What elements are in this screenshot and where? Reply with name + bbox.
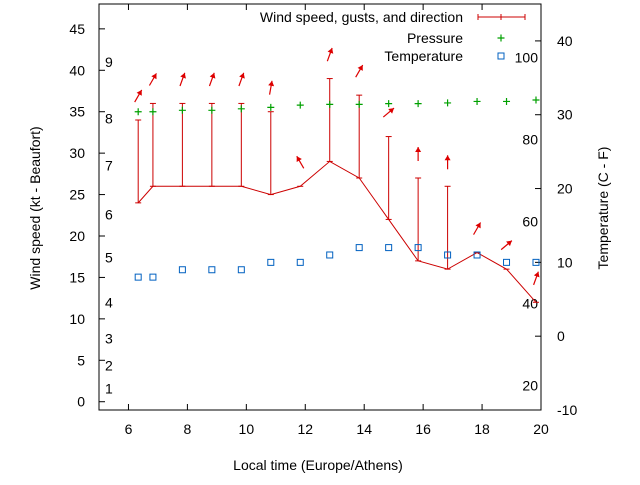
- pressure-point: [208, 106, 216, 114]
- legend-label-wind: Wind speed, gusts, and direction: [260, 9, 463, 25]
- wind-direction-arrow-head: [388, 108, 395, 114]
- x-axis-label: Local time (Europe/Athens): [233, 457, 403, 473]
- wind-direction-arrow-head: [239, 72, 245, 79]
- y2-tick-label: 0: [557, 328, 565, 344]
- pressure-point: [178, 106, 186, 114]
- wind-direction-arrow-head: [209, 72, 216, 79]
- pressure-point: [473, 97, 481, 105]
- wind-direction-arrow-head: [180, 72, 186, 79]
- x-tick-label: 14: [356, 421, 372, 437]
- wind-direction-arrow-head: [136, 89, 142, 96]
- y2-tick-label: -10: [557, 402, 577, 418]
- wind-direction-arrow-head: [357, 65, 363, 71]
- wind-direction-arrow-head: [268, 80, 275, 87]
- wind-direction-arrow-head: [151, 73, 157, 80]
- fahrenheit-label: 60: [522, 213, 538, 229]
- y-tick-label: 15: [69, 269, 85, 285]
- pressure-point: [326, 100, 334, 108]
- fahrenheit-label: 20: [522, 377, 538, 393]
- temperature-point: [473, 251, 481, 259]
- wind-direction-arrow-head: [506, 240, 512, 247]
- pressure-point: [503, 97, 511, 105]
- plot-frame: [98, 3, 542, 411]
- y-tick-label: 20: [69, 228, 85, 244]
- y2-tick-label: 40: [557, 33, 573, 49]
- legend-label-pressure: Pressure: [407, 30, 463, 46]
- pressure-point: [355, 100, 363, 108]
- beaufort-label: 5: [105, 250, 113, 266]
- temperature-point: [208, 266, 216, 274]
- fahrenheit-label: 80: [522, 131, 538, 147]
- y2-tick-label: 10: [557, 254, 573, 270]
- temperature-point: [237, 266, 245, 274]
- x-tick-label: 10: [239, 421, 255, 437]
- pressure-point: [532, 96, 540, 104]
- beaufort-label: 8: [105, 110, 113, 126]
- y-tick-label: 10: [69, 311, 85, 327]
- pressure-point: [149, 108, 157, 116]
- beaufort-label: 1: [105, 380, 113, 396]
- temperature-point: [296, 258, 304, 266]
- pressure-point: [237, 105, 245, 113]
- legend-swatch-temperature: [497, 52, 505, 60]
- y2-tick-label: 20: [557, 181, 573, 197]
- temperature-point: [267, 258, 275, 266]
- wind-speed-line: [137, 160, 537, 303]
- temperature-point: [326, 251, 334, 259]
- pressure-point: [296, 101, 304, 109]
- x-tick-label: 18: [474, 421, 490, 437]
- fahrenheit-label: 100: [515, 49, 539, 65]
- legend-label-temperature: Temperature: [384, 48, 463, 64]
- beaufort-label: 7: [105, 158, 113, 174]
- temperature-point: [355, 244, 363, 252]
- beaufort-label: 9: [105, 54, 113, 70]
- y-tick-label: 40: [69, 62, 85, 78]
- temperature-point: [385, 244, 393, 252]
- pressure-point: [385, 100, 393, 108]
- temperature-point: [503, 258, 511, 266]
- beaufort-label: 2: [105, 357, 113, 373]
- temperature-point: [134, 273, 142, 281]
- pressure-point: [134, 108, 142, 116]
- beaufort-label: 6: [105, 206, 113, 222]
- wind-direction-arrow-head: [475, 222, 481, 229]
- temperature-point: [414, 244, 422, 252]
- temperature-point: [444, 251, 452, 259]
- y2-axis-label: Temperature (C - F): [595, 147, 611, 270]
- fahrenheit-label: 40: [522, 295, 538, 311]
- legend-swatch-pressure: [497, 34, 505, 42]
- pressure-point: [267, 103, 275, 111]
- y-tick-label: 45: [69, 21, 85, 37]
- x-tick-label: 6: [125, 421, 133, 437]
- pressure-point: [414, 100, 422, 108]
- wind-direction-arrow-head: [415, 147, 422, 152]
- x-tick-label: 20: [533, 421, 549, 437]
- y-tick-label: 0: [77, 394, 85, 410]
- wind-direction-arrow-head: [296, 156, 302, 163]
- x-tick-label: 8: [184, 421, 192, 437]
- wind-direction-arrow-head: [327, 47, 334, 54]
- pressure-point: [444, 99, 452, 107]
- y-axis-label: Wind speed (kt - Beaufort): [27, 126, 43, 289]
- temperature-point: [149, 273, 157, 281]
- wind-direction-arrow-head: [444, 155, 451, 161]
- temperature-point: [178, 266, 186, 274]
- wind-direction-arrow-head: [533, 271, 540, 278]
- temperature-point: [532, 258, 540, 266]
- y-tick-label: 25: [69, 187, 85, 203]
- y-tick-label: 5: [77, 352, 85, 368]
- x-tick-label: 12: [297, 421, 313, 437]
- y-tick-label: 35: [69, 104, 85, 120]
- x-tick-label: 16: [415, 421, 431, 437]
- beaufort-label: 3: [105, 331, 113, 347]
- y2-tick-label: 30: [557, 107, 573, 123]
- y-tick-label: 30: [69, 145, 85, 161]
- beaufort-label: 4: [105, 294, 113, 310]
